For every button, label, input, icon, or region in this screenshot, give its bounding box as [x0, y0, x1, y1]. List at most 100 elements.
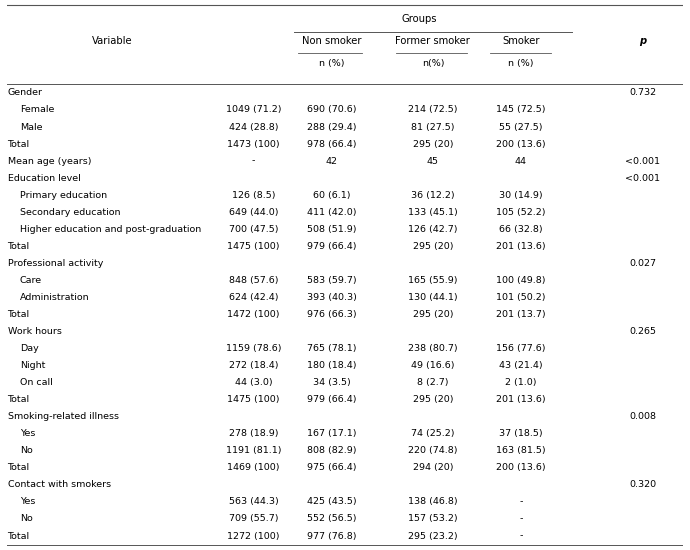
Text: 156 (77.6): 156 (77.6) [496, 344, 546, 353]
Text: Professional activity: Professional activity [8, 259, 103, 268]
Text: 1472 (100): 1472 (100) [228, 310, 280, 319]
Text: 1272 (100): 1272 (100) [228, 531, 280, 541]
Text: Night: Night [20, 361, 45, 370]
Text: 167 (17.1): 167 (17.1) [307, 429, 356, 438]
Text: 295 (20): 295 (20) [413, 395, 453, 404]
Text: p: p [639, 36, 646, 46]
Text: 200 (13.6): 200 (13.6) [496, 463, 546, 472]
Text: 200 (13.6): 200 (13.6) [496, 140, 546, 148]
Text: 0.320: 0.320 [629, 480, 656, 490]
Text: Total: Total [8, 395, 30, 404]
Text: 30 (14.9): 30 (14.9) [499, 191, 542, 200]
Text: Higher education and post-graduation: Higher education and post-graduation [20, 225, 201, 234]
Text: 808 (82.9): 808 (82.9) [307, 446, 356, 455]
Text: 157 (53.2): 157 (53.2) [408, 514, 457, 524]
Text: Total: Total [8, 463, 30, 472]
Text: 295 (23.2): 295 (23.2) [408, 531, 457, 541]
Text: n (%): n (%) [508, 59, 533, 68]
Text: 44 (3.0): 44 (3.0) [235, 378, 273, 387]
Text: 105 (52.2): 105 (52.2) [496, 208, 546, 217]
Text: Female: Female [20, 106, 54, 114]
Text: 101 (50.2): 101 (50.2) [496, 293, 546, 302]
Text: 1159 (78.6): 1159 (78.6) [226, 344, 282, 353]
Text: 1475 (100): 1475 (100) [228, 395, 280, 404]
Text: 43 (21.4): 43 (21.4) [499, 361, 542, 370]
Text: 74 (25.2): 74 (25.2) [411, 429, 455, 438]
Text: Yes: Yes [20, 429, 35, 438]
Text: Former smoker: Former smoker [395, 36, 471, 46]
Text: 295 (20): 295 (20) [413, 242, 453, 251]
Text: 201 (13.7): 201 (13.7) [496, 310, 546, 319]
Text: 60 (6.1): 60 (6.1) [313, 191, 351, 200]
Text: Day: Day [20, 344, 39, 353]
Text: 979 (66.4): 979 (66.4) [307, 242, 356, 251]
Text: 288 (29.4): 288 (29.4) [307, 123, 356, 131]
Text: 295 (20): 295 (20) [413, 310, 453, 319]
Text: Care: Care [20, 276, 42, 285]
Text: 0.027: 0.027 [629, 259, 656, 268]
Text: 81 (27.5): 81 (27.5) [411, 123, 455, 131]
Text: 1191 (81.1): 1191 (81.1) [226, 446, 282, 455]
Text: 1473 (100): 1473 (100) [228, 140, 280, 148]
Text: 690 (70.6): 690 (70.6) [307, 106, 356, 114]
Text: 36 (12.2): 36 (12.2) [411, 191, 455, 200]
Text: Work hours: Work hours [8, 327, 61, 336]
Text: 848 (57.6): 848 (57.6) [229, 276, 279, 285]
Text: 508 (51.9): 508 (51.9) [307, 225, 356, 234]
Text: -: - [519, 514, 522, 524]
Text: Gender: Gender [8, 89, 43, 97]
Text: 294 (20): 294 (20) [413, 463, 453, 472]
Text: 979 (66.4): 979 (66.4) [307, 395, 356, 404]
Text: 765 (78.1): 765 (78.1) [307, 344, 356, 353]
Text: 66 (32.8): 66 (32.8) [499, 225, 542, 234]
Text: Mean age (years): Mean age (years) [8, 157, 91, 166]
Text: 238 (80.7): 238 (80.7) [408, 344, 457, 353]
Text: 1475 (100): 1475 (100) [228, 242, 280, 251]
Text: 552 (56.5): 552 (56.5) [307, 514, 356, 524]
Text: Secondary education: Secondary education [20, 208, 120, 217]
Text: 201 (13.6): 201 (13.6) [496, 242, 546, 251]
Text: Primary education: Primary education [20, 191, 107, 200]
Text: 975 (66.4): 975 (66.4) [307, 463, 356, 472]
Text: 180 (18.4): 180 (18.4) [307, 361, 356, 370]
Text: 2 (1.0): 2 (1.0) [505, 378, 537, 387]
Text: 583 (59.7): 583 (59.7) [306, 276, 356, 285]
Text: 0.008: 0.008 [629, 412, 656, 421]
Text: 411 (42.0): 411 (42.0) [307, 208, 356, 217]
Text: 55 (27.5): 55 (27.5) [499, 123, 542, 131]
Text: Total: Total [8, 531, 30, 541]
Text: 272 (18.4): 272 (18.4) [229, 361, 279, 370]
Text: -: - [252, 157, 255, 166]
Text: 425 (43.5): 425 (43.5) [306, 497, 356, 507]
Text: 976 (66.3): 976 (66.3) [306, 310, 356, 319]
Text: <0.001: <0.001 [625, 157, 660, 166]
Text: 214 (72.5): 214 (72.5) [408, 106, 457, 114]
Text: 201 (13.6): 201 (13.6) [496, 395, 546, 404]
Text: 100 (49.8): 100 (49.8) [496, 276, 546, 285]
Text: 295 (20): 295 (20) [413, 140, 453, 148]
Text: <0.001: <0.001 [625, 174, 660, 183]
Text: 278 (18.9): 278 (18.9) [229, 429, 279, 438]
Text: Smoker: Smoker [502, 36, 540, 46]
Text: 49 (16.6): 49 (16.6) [411, 361, 455, 370]
Text: 138 (46.8): 138 (46.8) [408, 497, 457, 507]
Text: n (%): n (%) [319, 59, 344, 68]
Text: 220 (74.8): 220 (74.8) [408, 446, 457, 455]
Text: Yes: Yes [20, 497, 35, 507]
Text: Non smoker: Non smoker [302, 36, 362, 46]
Text: -: - [519, 531, 522, 541]
Text: Male: Male [20, 123, 42, 131]
Text: On call: On call [20, 378, 52, 387]
Text: n(%): n(%) [422, 59, 444, 68]
Text: 700 (47.5): 700 (47.5) [229, 225, 279, 234]
Text: 0.732: 0.732 [629, 89, 656, 97]
Text: 163 (81.5): 163 (81.5) [496, 446, 546, 455]
Text: 130 (44.1): 130 (44.1) [408, 293, 457, 302]
Text: 649 (44.0): 649 (44.0) [229, 208, 279, 217]
Text: 393 (40.3): 393 (40.3) [306, 293, 357, 302]
Text: Total: Total [8, 310, 30, 319]
Text: 8 (2.7): 8 (2.7) [417, 378, 448, 387]
Text: 37 (18.5): 37 (18.5) [499, 429, 542, 438]
Text: Contact with smokers: Contact with smokers [8, 480, 110, 490]
Text: 0.265: 0.265 [629, 327, 656, 336]
